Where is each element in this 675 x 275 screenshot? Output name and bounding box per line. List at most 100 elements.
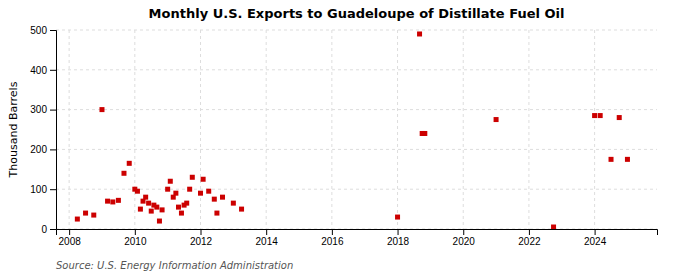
tick-label: 400 bbox=[30, 65, 47, 76]
grid-line bbox=[594, 30, 595, 229]
tick-label: 300 bbox=[30, 104, 47, 115]
grid-line bbox=[69, 30, 70, 229]
point bbox=[127, 161, 132, 166]
tick-mark bbox=[266, 229, 267, 235]
tick: 2010 bbox=[124, 229, 147, 247]
tick-mark bbox=[50, 30, 56, 31]
y-axis-label: Thousand Barrels bbox=[7, 81, 20, 178]
tick: 0 bbox=[41, 224, 56, 235]
point bbox=[157, 219, 162, 224]
tick-label: 2022 bbox=[518, 236, 541, 247]
point bbox=[154, 205, 159, 210]
tick: 500 bbox=[30, 25, 56, 36]
tick-label: 500 bbox=[30, 25, 47, 36]
tick-label: 2014 bbox=[256, 236, 279, 247]
points bbox=[75, 31, 630, 229]
tick: 2022 bbox=[518, 229, 541, 247]
tick: 2024 bbox=[584, 229, 607, 247]
point bbox=[146, 201, 151, 206]
axis-line bbox=[57, 230, 658, 236]
chart: 2008201020122014201620182020202220240100… bbox=[0, 0, 675, 275]
point bbox=[176, 205, 181, 210]
point bbox=[395, 215, 400, 220]
tick: 2020 bbox=[453, 229, 476, 247]
point bbox=[231, 201, 236, 206]
point bbox=[165, 187, 170, 192]
grid-line bbox=[266, 30, 267, 229]
point bbox=[494, 117, 499, 122]
point bbox=[220, 195, 225, 200]
point bbox=[160, 207, 165, 212]
point bbox=[190, 175, 195, 180]
y-axis: 0 100 200 300 400 500 bbox=[30, 25, 56, 235]
point bbox=[417, 31, 422, 36]
x-axis: 200820102012201420162018202020222024 bbox=[57, 229, 658, 247]
tick-mark bbox=[332, 229, 333, 235]
point bbox=[135, 189, 140, 194]
tick-mark bbox=[398, 229, 399, 235]
tick-mark bbox=[529, 229, 530, 235]
point bbox=[422, 131, 427, 136]
point bbox=[598, 113, 603, 118]
tick: 100 bbox=[30, 184, 56, 195]
grid-line bbox=[56, 30, 657, 31]
grid-line bbox=[397, 30, 398, 229]
point bbox=[187, 187, 192, 192]
tick-label: 0 bbox=[41, 224, 47, 235]
point bbox=[239, 207, 244, 212]
tick-label: 2020 bbox=[453, 236, 476, 247]
grid-line bbox=[331, 30, 332, 229]
point bbox=[143, 195, 148, 200]
tick-label: 100 bbox=[30, 184, 47, 195]
tick: 200 bbox=[30, 144, 56, 155]
point bbox=[105, 199, 110, 204]
point bbox=[173, 191, 178, 196]
tick-mark bbox=[50, 70, 56, 71]
tick-mark bbox=[201, 229, 202, 235]
tick-mark bbox=[50, 110, 56, 111]
tick-label: 2012 bbox=[190, 236, 213, 247]
tick: 300 bbox=[30, 104, 56, 115]
point bbox=[138, 207, 143, 212]
point bbox=[83, 211, 88, 216]
point bbox=[179, 211, 184, 216]
point bbox=[184, 201, 189, 206]
point bbox=[116, 198, 121, 203]
grid-line bbox=[56, 69, 657, 70]
point bbox=[121, 171, 126, 176]
tick-mark bbox=[69, 229, 70, 235]
point bbox=[625, 157, 630, 162]
tick-mark bbox=[50, 149, 56, 150]
point bbox=[609, 157, 614, 162]
grid-line bbox=[134, 30, 135, 229]
annotation: Source: U.S. Energy Information Administ… bbox=[56, 260, 293, 271]
tick-mark bbox=[50, 189, 56, 190]
point bbox=[99, 107, 104, 112]
tick-label: 2010 bbox=[124, 236, 147, 247]
grid-line bbox=[56, 189, 657, 190]
point bbox=[592, 113, 597, 118]
grid-line bbox=[200, 30, 201, 229]
tick-label: 2018 bbox=[387, 236, 410, 247]
grid-line bbox=[463, 30, 464, 229]
point bbox=[551, 225, 556, 229]
tick-label: 2016 bbox=[321, 236, 344, 247]
grid-line bbox=[56, 109, 657, 110]
tick-mark bbox=[463, 229, 464, 235]
plot-area: 2008201020122014201620182020202220240100… bbox=[30, 25, 657, 247]
point bbox=[168, 179, 173, 184]
point bbox=[206, 189, 211, 194]
tick: 2016 bbox=[321, 229, 344, 247]
point bbox=[75, 217, 80, 222]
grid-line bbox=[56, 149, 657, 150]
tick: 400 bbox=[30, 65, 56, 76]
tick-label: 200 bbox=[30, 144, 47, 155]
title: Monthly U.S. Exports to Guadeloupe of Di… bbox=[149, 6, 565, 21]
point bbox=[198, 191, 203, 196]
tick-mark bbox=[135, 229, 136, 235]
tick: 2018 bbox=[387, 229, 410, 247]
point bbox=[201, 177, 206, 182]
point bbox=[212, 197, 217, 202]
axis-line bbox=[50, 31, 57, 230]
point bbox=[149, 209, 154, 214]
